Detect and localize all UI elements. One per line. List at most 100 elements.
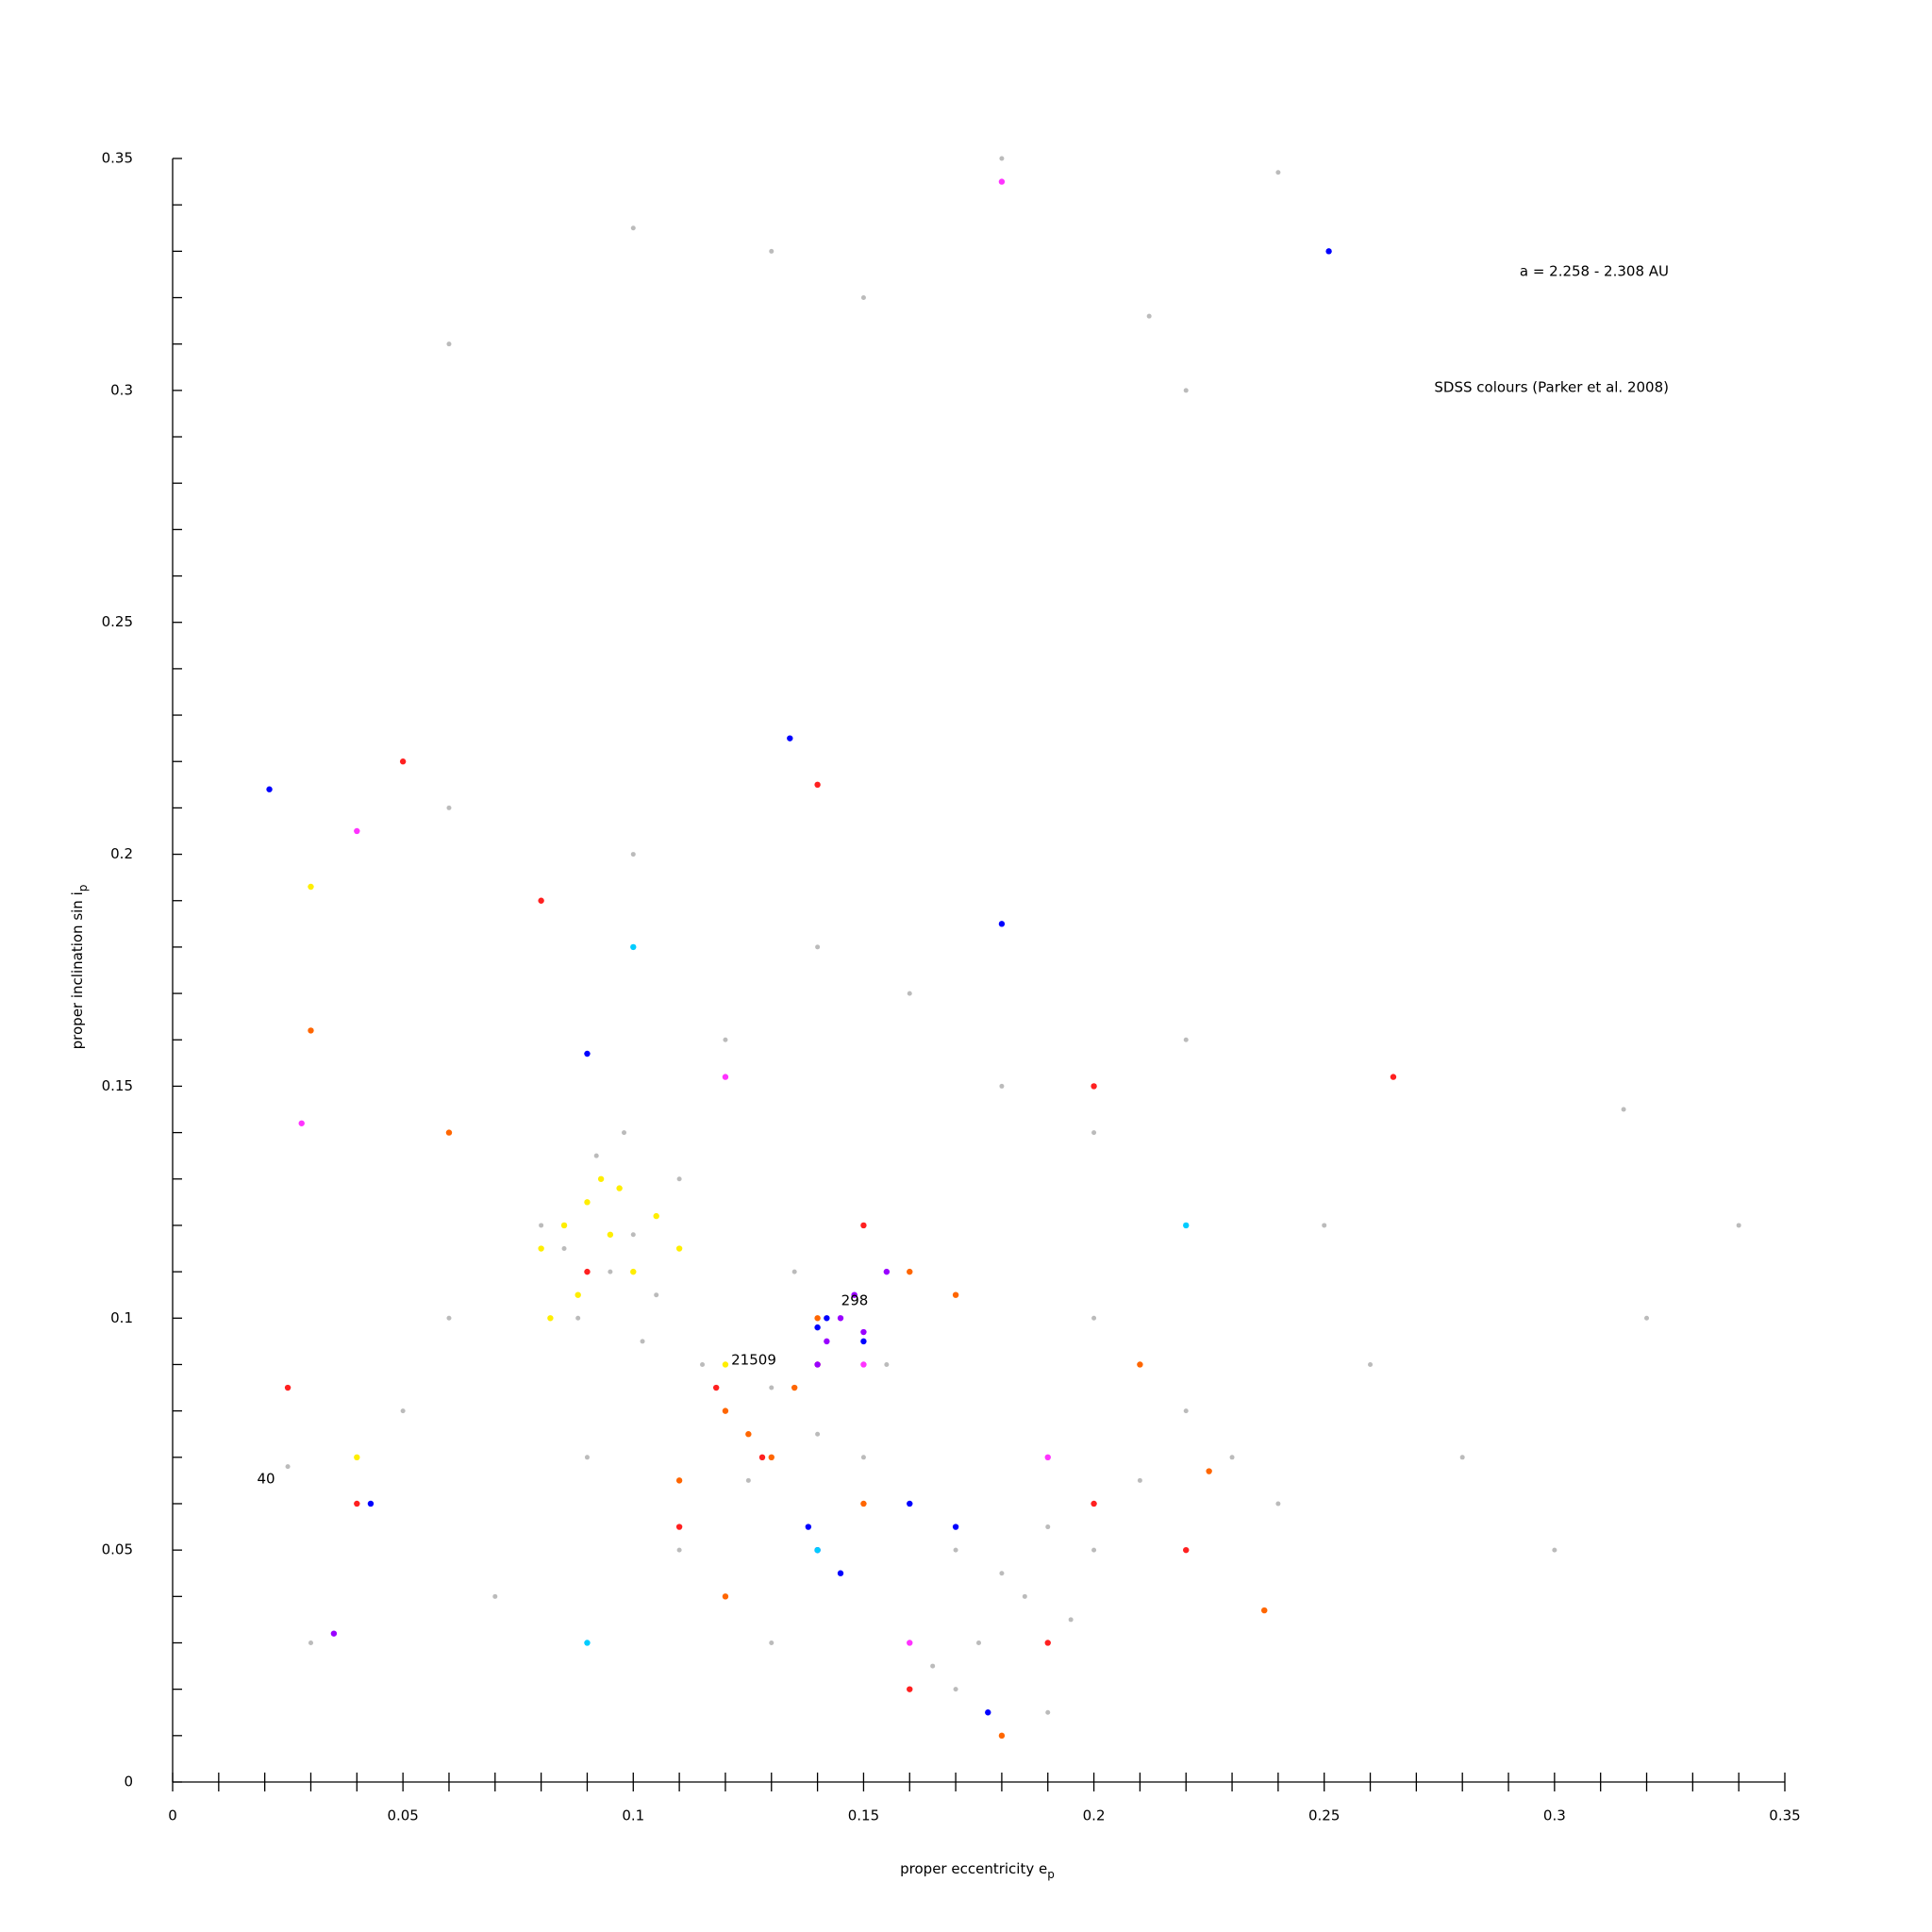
- point: [700, 1361, 706, 1367]
- point: [712, 1384, 720, 1391]
- point: [998, 1732, 1006, 1740]
- point: [1091, 1083, 1097, 1090]
- point: [1183, 1546, 1190, 1554]
- point: [400, 1408, 406, 1414]
- point: [676, 1547, 682, 1553]
- point: [584, 1199, 591, 1206]
- point: [745, 1477, 751, 1483]
- point: [593, 1153, 599, 1158]
- plot-area: [266, 156, 1741, 1740]
- point: [675, 1477, 683, 1484]
- point: [1044, 1640, 1051, 1646]
- point: [1045, 1524, 1051, 1530]
- point: [1275, 170, 1281, 175]
- point: [560, 1222, 568, 1229]
- point: [999, 1571, 1005, 1576]
- y-tick-label: 0.3: [110, 381, 133, 398]
- point: [999, 156, 1005, 161]
- point: [1206, 1468, 1212, 1474]
- point: [1044, 1454, 1051, 1461]
- point: [860, 295, 866, 301]
- point: [584, 1050, 591, 1058]
- point: [722, 1407, 729, 1414]
- point: [308, 883, 314, 891]
- point: [298, 1120, 305, 1126]
- y-tick-label: 0.05: [102, 1541, 133, 1558]
- point: [1229, 1455, 1235, 1460]
- point: [907, 1268, 913, 1275]
- point: [723, 1037, 728, 1042]
- point: [769, 1640, 774, 1645]
- point: [860, 1455, 866, 1460]
- annotation: a = 2.258 - 2.308 AU: [1520, 263, 1669, 280]
- point: [308, 1640, 313, 1645]
- point: [1068, 1617, 1074, 1623]
- point: [1045, 1709, 1051, 1715]
- point: [1022, 1593, 1027, 1599]
- point: [815, 944, 821, 950]
- point: [814, 1315, 821, 1322]
- point: [998, 921, 1006, 927]
- point: [907, 1640, 913, 1646]
- point: [953, 1687, 958, 1692]
- point: [266, 786, 273, 792]
- point-label: 298: [841, 1292, 869, 1309]
- point: [1552, 1547, 1557, 1553]
- point: [883, 1268, 891, 1275]
- point: [1183, 1222, 1190, 1229]
- point: [814, 1546, 821, 1554]
- x-tick-label: 0.05: [387, 1807, 418, 1824]
- point: [330, 1630, 338, 1637]
- point-labels: 40 298 21509: [257, 1292, 868, 1488]
- point: [722, 1593, 729, 1600]
- point: [616, 1185, 623, 1191]
- point: [769, 248, 774, 254]
- point: [930, 1663, 936, 1669]
- x-axis-label-main: proper eccentricity e: [900, 1860, 1047, 1877]
- point: [952, 1524, 959, 1530]
- point: [584, 1455, 590, 1460]
- x-tick-label: 0.3: [1543, 1807, 1566, 1824]
- point: [547, 1315, 554, 1322]
- x-tick-label: 0: [168, 1807, 177, 1824]
- point: [1137, 1361, 1143, 1368]
- y-axis-label: proper inclination sin ip: [69, 885, 90, 1050]
- point: [654, 1292, 659, 1298]
- point: [837, 1570, 844, 1576]
- y-axis-label-main: proper inclination sin i: [69, 891, 86, 1049]
- point: [446, 341, 452, 347]
- point: [824, 1338, 830, 1345]
- point-label: 21509: [731, 1352, 776, 1369]
- y-tick-label: 0.35: [102, 150, 133, 167]
- point: [653, 1212, 659, 1220]
- point: [1183, 1037, 1189, 1042]
- point: [630, 852, 636, 858]
- y-tick-label: 0.15: [102, 1077, 133, 1094]
- point: [675, 1524, 683, 1530]
- point: [953, 1547, 958, 1553]
- point: [860, 1338, 867, 1345]
- point: [952, 1291, 959, 1298]
- point: [999, 1083, 1005, 1089]
- y-axis-label-sub: p: [76, 885, 90, 892]
- point: [607, 1231, 614, 1238]
- point: [630, 1232, 636, 1238]
- point: [824, 1315, 830, 1322]
- x-tick-label: 0.2: [1083, 1807, 1106, 1824]
- point: [745, 1431, 752, 1438]
- point: [640, 1339, 645, 1344]
- point: [561, 1246, 567, 1252]
- point: [860, 1361, 867, 1368]
- point: [851, 1291, 858, 1298]
- point: [538, 897, 544, 904]
- point: [630, 1268, 637, 1275]
- point: [1091, 1547, 1097, 1553]
- annotation: SDSS colours (Parker et al. 2008): [1434, 379, 1669, 396]
- point: [907, 1686, 913, 1692]
- point: [675, 1245, 683, 1252]
- point: [814, 1361, 821, 1368]
- point: [860, 1328, 867, 1336]
- x-axis-label: proper eccentricity ep: [900, 1860, 1055, 1881]
- point: [1146, 313, 1152, 319]
